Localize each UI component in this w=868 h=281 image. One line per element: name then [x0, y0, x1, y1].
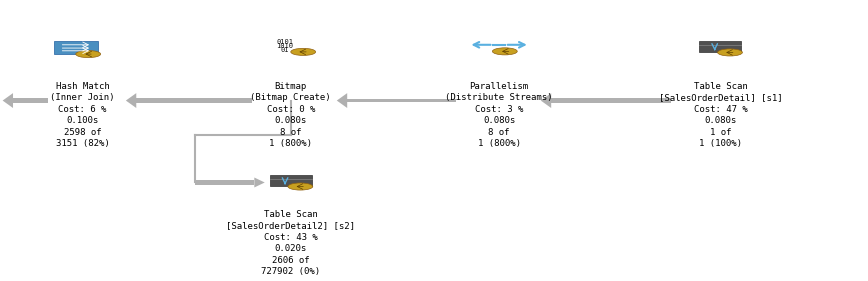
Bar [195, 180, 254, 185]
Circle shape [76, 51, 101, 58]
Text: Table Scan
[SalesOrderDetail] [s1]
Cost: 47 %
0.080s
1 of
1 (100%): Table Scan [SalesOrderDetail] [s1] Cost:… [659, 82, 782, 148]
Text: 0101: 0101 [277, 39, 293, 45]
Bar [700, 41, 741, 52]
Text: Parallelism
(Distribute Streams)
Cost: 3 %
0.080s
8 of
1 (800%): Parallelism (Distribute Streams) Cost: 3… [445, 82, 553, 148]
Circle shape [291, 48, 316, 55]
Polygon shape [541, 93, 551, 108]
Polygon shape [3, 93, 13, 108]
Bar [13, 98, 48, 103]
Circle shape [492, 48, 517, 55]
Polygon shape [337, 93, 347, 108]
Circle shape [288, 183, 312, 190]
Text: 01: 01 [281, 47, 289, 53]
Polygon shape [126, 93, 136, 108]
Bar [347, 99, 456, 102]
Text: Table Scan
[SalesOrderDetail2] [s2]
Cost: 43 %
0.020s
2606 of
727902 (0%): Table Scan [SalesOrderDetail2] [s2] Cost… [227, 210, 355, 276]
Text: Hash Match
(Inner Join)
Cost: 6 %
0.100s
2598 of
3151 (82%): Hash Match (Inner Join) Cost: 6 % 0.100s… [50, 82, 115, 148]
Circle shape [718, 49, 742, 56]
Bar [136, 98, 252, 103]
Text: 1010: 1010 [277, 44, 293, 49]
Bar [551, 98, 671, 103]
Text: Bitmap
(Bitmap Create)
Cost: 0 %
0.080s
8 of
1 (800%): Bitmap (Bitmap Create) Cost: 0 % 0.080s … [251, 82, 331, 148]
Bar [270, 175, 312, 186]
Polygon shape [254, 178, 265, 187]
Polygon shape [54, 41, 98, 54]
